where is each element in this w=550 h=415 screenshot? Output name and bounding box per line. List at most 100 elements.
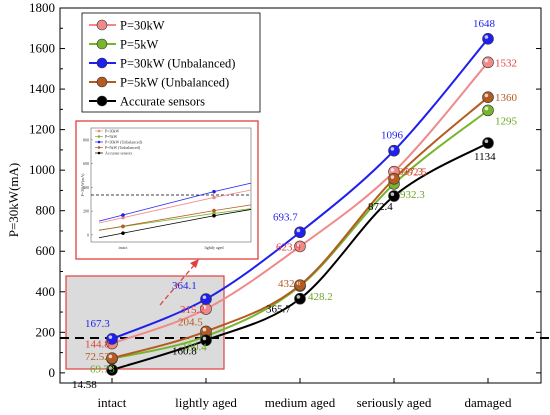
inset-series-line	[98, 204, 252, 231]
inset-legend-entry: P=5kW	[105, 134, 117, 139]
y-tick-label: 200	[36, 324, 56, 339]
legend-entry: P=30kW	[120, 19, 165, 33]
y-ticks: 0 200 400 600 800 1000 1200 1400 1600 1800	[29, 0, 541, 380]
data-label: 428.2	[308, 291, 333, 303]
data-point-highlight	[390, 168, 395, 172]
data-point-highlight	[390, 175, 395, 179]
data-point-highlight	[484, 35, 489, 39]
data-point-highlight	[108, 366, 113, 370]
data-label: 872.4	[368, 201, 393, 213]
zoom-region	[65, 275, 225, 370]
legend-marker	[96, 57, 108, 69]
data-label: 69.73	[90, 364, 115, 376]
inset-point	[121, 215, 125, 220]
legend-entry: P=5kW (Unbalanced)	[120, 76, 229, 90]
data-point-highlight	[202, 305, 207, 309]
data-label: 1295	[495, 115, 518, 127]
inset-frame	[75, 120, 259, 260]
inset-y-tick-label: 0	[87, 232, 89, 237]
data-point	[482, 91, 494, 103]
data-point-highlight	[296, 295, 301, 299]
y-tick-label: 0	[49, 365, 56, 380]
inset-y-tick-label: 400	[83, 185, 89, 190]
zoom-arrow	[159, 262, 197, 306]
data-point-highlight	[202, 327, 207, 332]
inset-legend-entry: P=5kW (Unbalanced)	[105, 145, 141, 150]
data-point-highlight	[484, 139, 489, 143]
y-tick-label: 1000	[29, 162, 55, 177]
y-tick-label: 1600	[29, 41, 55, 56]
inset-series-line	[98, 182, 252, 222]
legend-entry: Accurate sensors	[120, 95, 205, 109]
inset-point	[121, 231, 125, 235]
inset-series-line	[98, 189, 252, 224]
x-tick-label: medium aged	[265, 395, 336, 410]
inset-x-tick-label: lightly aged	[205, 245, 224, 250]
data-point	[482, 137, 494, 149]
inset-y-axis-label: P=30kW(mA)	[80, 173, 85, 197]
inset-legend-marker	[97, 129, 101, 133]
data-point-highlight	[108, 354, 113, 359]
inset-y-tick-label: 200	[83, 209, 89, 214]
data-label: 144.8	[85, 339, 110, 351]
inset-legend-entry: P=30kW (Unbalanced)	[105, 139, 143, 144]
inset-y-tick-label: 800	[83, 137, 89, 142]
y-tick-label: 400	[36, 284, 56, 299]
data-label: 365.7	[266, 304, 291, 316]
inset-legend-entry: Accurate sensors	[105, 150, 133, 155]
inset-point	[212, 208, 216, 213]
data-point	[294, 226, 306, 239]
data-label: 160.8	[172, 345, 197, 357]
inset-y-ticks: 0 200 400 600 800	[83, 137, 93, 237]
data-label: 14.58	[72, 379, 97, 391]
y-tick-label: 600	[36, 243, 56, 258]
data-point-highlight	[296, 228, 301, 233]
data-point-highlight	[484, 106, 489, 111]
y-tick-label: 1800	[29, 0, 55, 15]
inset-plot-frame	[90, 127, 252, 243]
inset-point	[212, 195, 216, 200]
legend-marker	[96, 76, 108, 88]
inset-legend-marker	[97, 135, 101, 138]
data-label: 204.5	[178, 316, 203, 328]
x-tick-label: lightly aged	[175, 395, 237, 410]
inset-point	[121, 224, 125, 229]
x-tick-label: damaged	[465, 395, 512, 410]
data-label: 957.3	[398, 166, 423, 178]
legend-marker	[96, 38, 108, 50]
legend-marker	[96, 19, 108, 31]
y-axis-label: P=30kW(mA)	[6, 163, 21, 238]
data-point	[294, 292, 306, 305]
inset-series	[98, 182, 252, 239]
data-label: 1096	[381, 130, 404, 142]
inset-legend-marker	[97, 140, 101, 144]
inset-series-line	[98, 209, 252, 239]
data-label: 1134	[474, 151, 496, 163]
data-label: 1360	[495, 92, 518, 104]
data-label: 432.8	[278, 278, 303, 290]
data-label: 932.3	[400, 189, 425, 201]
legend-entry: P=30kW (Unbalanced)	[120, 57, 235, 71]
data-point-highlight	[390, 192, 395, 197]
data-label: 315.2	[180, 304, 205, 316]
legend-entry: P=5kW	[120, 38, 159, 52]
y-tick-label: 1400	[29, 81, 55, 96]
inset-legend-entry: P=30kW	[105, 128, 119, 133]
data-point-highlight	[484, 58, 489, 63]
data-label: 180.4	[182, 341, 207, 353]
data-point	[482, 33, 494, 45]
data-point	[388, 144, 400, 157]
data-point-highlight	[484, 93, 489, 98]
data-point	[388, 190, 400, 202]
data-point-highlight	[296, 281, 301, 286]
inset-legend-marker	[97, 146, 101, 149]
inset-y-tick-label: 600	[83, 161, 89, 166]
data-point-highlight	[202, 336, 207, 341]
data-label: 623.9	[276, 241, 301, 253]
x-tick-label: intact	[98, 395, 127, 410]
x-tick-label: seriously aged	[357, 395, 432, 410]
data-label: 992.5	[402, 167, 427, 179]
data-point-highlight	[202, 295, 207, 300]
y-tick-label: 800	[36, 203, 56, 218]
